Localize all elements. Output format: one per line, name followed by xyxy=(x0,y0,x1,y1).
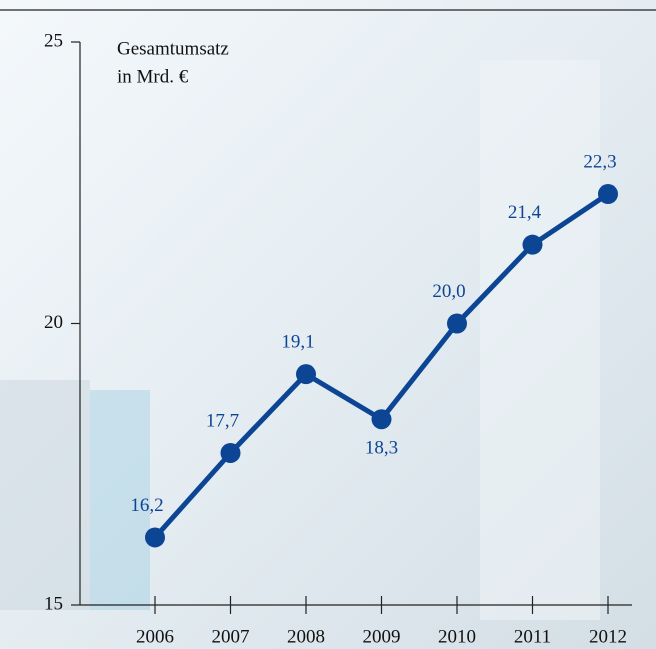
axis-title: Gesamtumsatz xyxy=(117,38,229,59)
x-tick-label: 2007 xyxy=(212,626,250,647)
marker xyxy=(296,364,316,385)
background-shape xyxy=(0,380,90,610)
background-shape xyxy=(90,390,150,610)
value-label: 21,4 xyxy=(508,202,542,223)
marker xyxy=(371,409,392,430)
x-tick-label: 2011 xyxy=(514,626,551,647)
marker xyxy=(145,527,165,548)
value-label: 22,3 xyxy=(583,151,616,172)
marker xyxy=(598,184,618,205)
x-tick-label: 2008 xyxy=(287,626,325,647)
value-label: 18,3 xyxy=(365,438,398,459)
y-tick-label: 25 xyxy=(44,30,63,51)
x-tick-label: 2012 xyxy=(589,626,627,647)
marker xyxy=(522,234,543,255)
value-label: 17,7 xyxy=(206,410,239,431)
x-tick-label: 2010 xyxy=(438,626,476,647)
value-label: 20,0 xyxy=(432,281,465,302)
value-label: 19,1 xyxy=(281,332,314,353)
value-label: 16,2 xyxy=(130,495,163,516)
marker xyxy=(447,313,467,334)
x-tick-label: 2009 xyxy=(363,626,401,647)
y-tick-label: 15 xyxy=(44,593,63,614)
background-shape xyxy=(480,60,600,620)
x-tick-label: 2006 xyxy=(136,626,174,647)
axis-title: in Mrd. € xyxy=(117,66,189,87)
y-tick-label: 20 xyxy=(44,312,63,333)
marker xyxy=(220,442,241,463)
